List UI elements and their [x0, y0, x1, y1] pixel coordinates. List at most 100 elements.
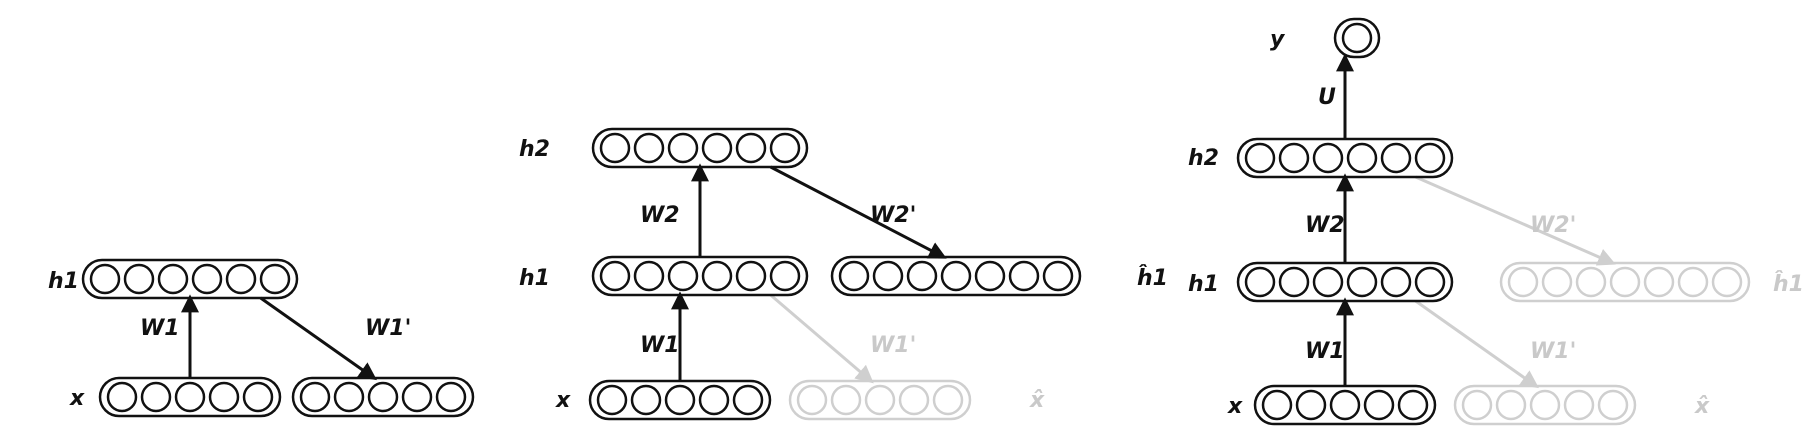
panel-1-h1-neuron — [89, 263, 121, 295]
panel-3-xr-neuron — [1461, 389, 1493, 421]
panel-2-label-xr: x̂ — [1029, 388, 1045, 413]
panel-2-h1-neuron — [633, 260, 665, 292]
panel-2-h1r-neuron — [838, 260, 870, 292]
panel-3-xr-neuron — [1529, 389, 1561, 421]
panel-3-h1-neuron — [1414, 266, 1446, 298]
panel-1-x-neuron — [140, 381, 172, 413]
panel-1-x-neuron — [106, 381, 138, 413]
panel-3-h1-neuron — [1312, 266, 1344, 298]
panel-3-xr-neuron — [1495, 389, 1527, 421]
panel-3-h1r-neuron — [1711, 266, 1743, 298]
panel-1-h1-neuron — [123, 263, 155, 295]
panel-2-xr-neuron — [830, 384, 862, 416]
panel-3-x-neuron — [1397, 389, 1429, 421]
panel-3-h1r-neuron — [1541, 266, 1573, 298]
panel-3-h1r-neuron — [1643, 266, 1675, 298]
panel-1-layer-h1 — [81, 258, 299, 300]
panel-1-h1-neuron — [191, 263, 223, 295]
panel-3-h1r-neuron — [1609, 266, 1641, 298]
panel-2-h2-neuron — [599, 132, 631, 164]
panel-3-label-xr: x̂ — [1694, 394, 1710, 419]
panel-2-x-neuron — [664, 384, 696, 416]
panel-1-xr-neuron — [333, 381, 365, 413]
panel-2-layer-x — [588, 379, 772, 421]
panel-3-weight-label: W2 — [1305, 213, 1345, 238]
panel-2-h1-neuron — [599, 260, 631, 292]
panel-3-layer-x — [1253, 384, 1437, 426]
panel-3-xr-neuron — [1563, 389, 1595, 421]
panel-1-layer-xr — [291, 376, 475, 418]
panel-2-h1r-neuron — [1008, 260, 1040, 292]
panel-2-h2-neuron — [735, 132, 767, 164]
panel-3-arrow-W1p — [1414, 299, 1539, 389]
panel-2-label-x: x — [555, 388, 571, 413]
layers — [81, 17, 1751, 426]
panel-1-h1-neuron — [157, 263, 189, 295]
panel-2-label-h1: h1 — [519, 266, 550, 291]
panel-2-h1-neuron — [667, 260, 699, 292]
labels: x h1 W1 W1' x x̂ h1 ĥ1 h2 W1 W1' W2 W2' x x̂ h1 ĥ1 h2 y W1 W… — [48, 27, 1804, 419]
panel-2-weight-label: W1' — [870, 333, 916, 358]
panel-3-label-h2: h2 — [1188, 146, 1219, 171]
panel-3-h1r-neuron — [1575, 266, 1607, 298]
panel-2-arrow-W1p — [769, 293, 874, 384]
panel-3-x-neuron — [1329, 389, 1361, 421]
panel-1-arrow-W1p — [259, 296, 377, 381]
panel-3-h1r-neuron — [1507, 266, 1539, 298]
panel-3-h2-neuron — [1346, 142, 1378, 174]
panel-1-xr-neuron — [299, 381, 331, 413]
panel-2-h2-neuron — [701, 132, 733, 164]
panel-3-h1r-neuron — [1677, 266, 1709, 298]
panel-3-arrow-W2p — [1415, 175, 1616, 266]
panel-2-h2-neuron — [633, 132, 665, 164]
panel-2-h2-neuron — [769, 132, 801, 164]
panel-2-x-neuron — [732, 384, 764, 416]
panel-2-xr-neuron — [796, 384, 828, 416]
panel-3-h2-neuron — [1278, 142, 1310, 174]
panel-3-h1-neuron — [1380, 266, 1412, 298]
panel-2-layer-h1 — [591, 255, 809, 297]
panel-2-xr-neuron — [932, 384, 964, 416]
panel-1-xr-neuron — [367, 381, 399, 413]
panel-3-weight-label: U — [1318, 85, 1336, 110]
panel-3-weight-label: W1' — [1530, 339, 1576, 364]
panel-3-h1-neuron — [1278, 266, 1310, 298]
panel-2-h1-neuron — [701, 260, 733, 292]
panel-2-layer-xr — [788, 379, 972, 421]
panel-3-label-h1: h1 — [1188, 272, 1219, 297]
panel-3-layer-h2 — [1236, 137, 1454, 179]
panel-2-label-h2: h2 — [519, 137, 550, 162]
panel-1-label-x: x — [69, 386, 85, 411]
panel-2-h1r-neuron — [974, 260, 1006, 292]
panel-1-layer-x — [98, 376, 282, 418]
panel-1-weight-label: W1' — [365, 316, 411, 341]
panel-3-h2-neuron — [1312, 142, 1344, 174]
panel-3-label-y: y — [1270, 27, 1286, 52]
panel-2-h1r-neuron — [872, 260, 904, 292]
panel-3-h2-neuron — [1244, 142, 1276, 174]
panel-2-h1-neuron — [735, 260, 767, 292]
panel-1-x-neuron — [174, 381, 206, 413]
panel-1-label-h1: h1 — [48, 269, 79, 294]
panel-3-h2-neuron — [1414, 142, 1446, 174]
panel-1-h1-neuron — [259, 263, 291, 295]
panel-3-x-neuron — [1363, 389, 1395, 421]
panel-2-h1r-neuron — [940, 260, 972, 292]
panel-3-weight-label: W1 — [1305, 339, 1345, 364]
panel-2-weight-label: W1 — [640, 333, 680, 358]
panel-3-h1-neuron — [1346, 266, 1378, 298]
panel-2-h1-neuron — [769, 260, 801, 292]
panel-3-label-h1r: ĥ1 — [1773, 271, 1804, 297]
panel-1-x-neuron — [208, 381, 240, 413]
panel-2-layer-h2 — [591, 127, 809, 169]
panel-2-h1r-neuron — [906, 260, 938, 292]
panel-2-arrow-W2p — [769, 165, 947, 259]
panel-1-h1-neuron — [225, 263, 257, 295]
panel-2-h1r-neuron — [1042, 260, 1074, 292]
panel-3-label-x: x — [1227, 394, 1243, 419]
panel-2-weight-label: W2' — [870, 203, 916, 228]
panel-2-xr-neuron — [898, 384, 930, 416]
panel-3-layer-y — [1333, 17, 1381, 59]
panel-3-x-neuron — [1261, 389, 1293, 421]
